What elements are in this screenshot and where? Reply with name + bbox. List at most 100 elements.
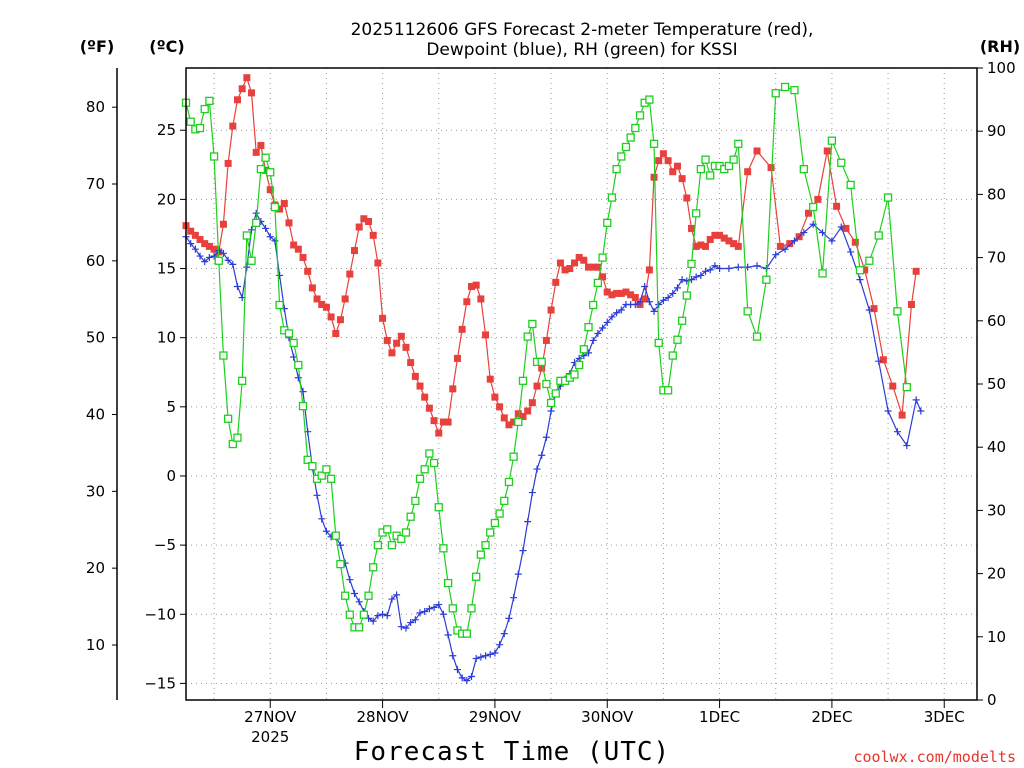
data-point (912, 267, 920, 275)
data-point (716, 231, 724, 239)
chart-subtitle: Dewpoint (blue), RH (green) for KSSI (426, 40, 737, 60)
data-point (663, 386, 673, 395)
data-point (547, 306, 555, 314)
data-point (678, 276, 686, 284)
data-point (883, 193, 893, 202)
data-point (224, 159, 232, 167)
grid-lines (186, 68, 977, 700)
data-point (542, 379, 551, 389)
data-point (641, 283, 649, 291)
data-point (617, 306, 625, 314)
data-point (547, 407, 555, 415)
data-point (195, 123, 205, 133)
data-point (383, 525, 392, 534)
data-point (846, 180, 855, 190)
data-point (570, 370, 579, 379)
data-point (589, 263, 597, 271)
data-series (181, 74, 925, 685)
data-point (248, 89, 256, 97)
data-point (537, 357, 546, 367)
data-point (233, 433, 242, 442)
data-point (187, 227, 195, 235)
axes: −15−10−505101520251020304050607080010203… (86, 59, 1016, 746)
data-point (318, 515, 326, 523)
data-point (566, 265, 574, 273)
chart-title: 2025112606 GFS Forecast 2-meter Temperat… (351, 20, 814, 40)
data-point (449, 385, 457, 393)
x-tick-label: 29NOV (469, 708, 522, 726)
rh-tick-label: 60 (987, 312, 1006, 330)
data-point (865, 306, 873, 314)
data-point (650, 307, 658, 315)
rh-tick-label: 40 (987, 438, 1006, 456)
data-point (336, 541, 344, 549)
data-point (546, 398, 556, 408)
data-point (598, 253, 607, 262)
data-point (603, 318, 611, 326)
data-point (406, 512, 415, 521)
data-point (308, 462, 317, 471)
data-point (196, 252, 204, 260)
celsius-tick-label: 20 (157, 190, 176, 208)
data-point (439, 610, 447, 618)
data-point (425, 404, 433, 412)
data-point (584, 322, 593, 332)
data-point (706, 266, 714, 274)
data-point (275, 300, 284, 310)
data-point (542, 433, 550, 441)
data-point (491, 649, 499, 657)
data-point (350, 590, 358, 598)
data-point (528, 489, 536, 497)
data-point (903, 442, 911, 450)
data-point (579, 345, 588, 354)
data-point (771, 89, 780, 98)
data-point (701, 155, 710, 164)
data-point (599, 273, 607, 281)
data-point (917, 407, 925, 415)
series-2-meter-temperature (182, 74, 920, 437)
x-tick-sublabel: 2025 (251, 728, 289, 746)
rh-tick-label: 90 (987, 122, 1006, 140)
data-point (673, 284, 681, 292)
data-point (444, 418, 452, 426)
data-point (589, 336, 597, 344)
data-point (902, 383, 911, 392)
data-point (415, 474, 425, 483)
data-point (692, 273, 700, 281)
data-point (636, 298, 644, 306)
data-point (575, 360, 584, 370)
data-point (416, 609, 424, 617)
data-point (336, 316, 344, 324)
fahrenheit-tick-label: 60 (86, 252, 105, 270)
data-point (851, 238, 859, 246)
data-point (734, 263, 742, 271)
data-point (772, 251, 780, 259)
data-point (510, 594, 518, 602)
data-point (379, 314, 387, 322)
data-point (734, 139, 743, 148)
data-point (262, 224, 270, 232)
data-point (308, 284, 316, 292)
data-point (346, 576, 354, 584)
data-point (187, 240, 195, 248)
data-point (331, 531, 340, 540)
data-point (561, 266, 569, 274)
data-point (397, 332, 405, 340)
celsius-tick-label: −5 (154, 536, 176, 554)
fahrenheit-tick-label: 20 (86, 559, 105, 577)
data-point (594, 263, 602, 271)
data-point (538, 364, 546, 372)
data-point (238, 376, 247, 385)
data-point (626, 133, 635, 142)
data-point (505, 421, 513, 429)
data-point (284, 329, 294, 338)
fahrenheit-tick-label: 50 (86, 329, 105, 347)
unit-label-rh: (RH) (980, 37, 1020, 56)
celsius-tick-label: −15 (144, 674, 176, 692)
data-point (463, 677, 471, 685)
x-tick-label: 28NOV (357, 708, 410, 726)
data-point (631, 123, 640, 133)
series-rh (181, 82, 911, 638)
data-point (720, 234, 728, 242)
data-point (668, 351, 677, 360)
